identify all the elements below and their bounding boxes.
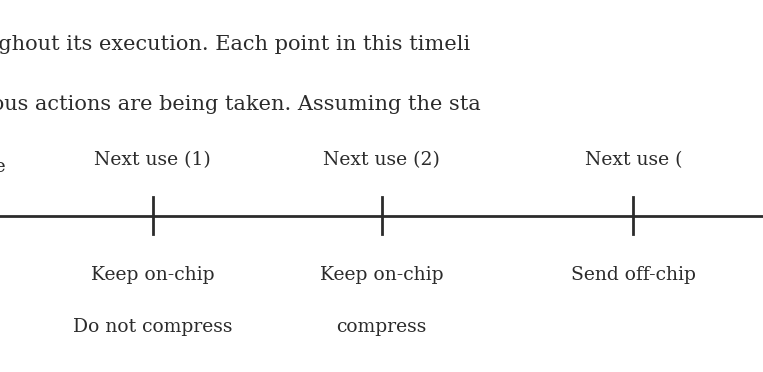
Text: ious actions are being taken. Assuming the sta: ious actions are being taken. Assuming t… (0, 94, 481, 114)
Text: Keep on-chip: Keep on-chip (320, 266, 443, 284)
Text: ughout its execution. Each point in this timeli: ughout its execution. Each point in this… (0, 35, 470, 54)
Text: Do not compress: Do not compress (72, 318, 233, 336)
Text: Keep on-chip: Keep on-chip (91, 266, 214, 284)
Text: Next use (1): Next use (1) (94, 151, 211, 169)
Text: compress: compress (336, 318, 427, 336)
Text: Send off-chip: Send off-chip (571, 266, 696, 284)
Text: Next use (2): Next use (2) (323, 151, 440, 169)
Text: se: se (0, 158, 5, 176)
Text: Next use (: Next use ( (584, 151, 682, 169)
